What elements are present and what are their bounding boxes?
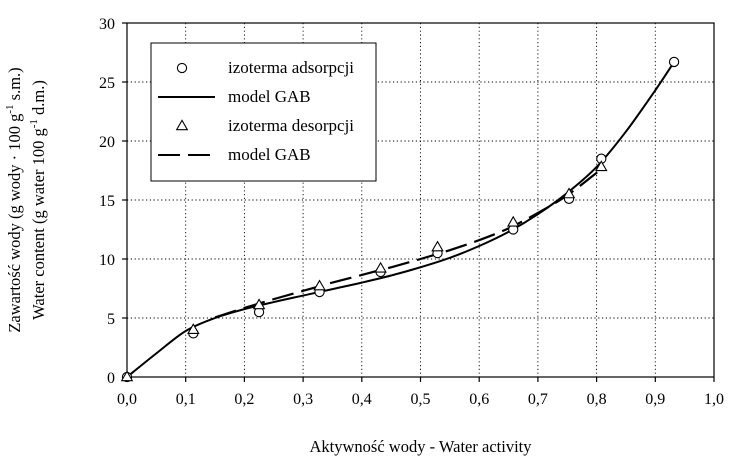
desorption-point bbox=[187, 323, 200, 334]
y-tick-label: 5 bbox=[107, 311, 115, 328]
desorption-point bbox=[431, 240, 444, 252]
legend-label: izoterma desorpcji bbox=[228, 116, 354, 135]
legend-label: model GAB bbox=[228, 87, 311, 106]
y-tick-label: 20 bbox=[99, 134, 115, 151]
y-axis-title-line-2: Water content (g water 100 g-1 d.m.) bbox=[28, 80, 48, 320]
y-tick-label: 30 bbox=[99, 16, 115, 33]
x-tick-label: 0,8 bbox=[587, 391, 607, 408]
legend-label: model GAB bbox=[228, 145, 311, 164]
desorption-point bbox=[374, 261, 387, 273]
y-axis-title-line-2-unit: d.m.) bbox=[29, 80, 48, 119]
desorption-point bbox=[252, 298, 266, 310]
y-axis-title-line-1-main: Zawartość wody (g wody · 100 g bbox=[5, 114, 24, 333]
y-axis-ticks: 0 5 10 15 20 25 30 bbox=[99, 16, 127, 387]
series-layer bbox=[120, 56, 680, 383]
desorption-point bbox=[595, 160, 608, 172]
x-tick-label: 0,4 bbox=[352, 391, 372, 408]
x-tick-label: 0,9 bbox=[645, 391, 665, 408]
desorption-point bbox=[562, 187, 576, 199]
legend-box bbox=[150, 42, 377, 182]
x-tick-label: 0,6 bbox=[469, 391, 489, 408]
legend: izoterma adsorpcji model GAB izoterma deso… bbox=[150, 42, 377, 182]
x-tick-label: 1,0 bbox=[704, 391, 724, 408]
y-tick-label: 15 bbox=[99, 193, 115, 210]
desorption-point bbox=[120, 370, 134, 382]
x-tick-label: 0,7 bbox=[528, 391, 548, 408]
series-3-line bbox=[214, 168, 604, 319]
desorption-point bbox=[313, 279, 326, 291]
x-axis-ticks: 0,0 0,1 0,2 0,3 0,4 0,5 0,6 0,7 0,8 0,9 1,0 bbox=[117, 377, 724, 408]
y-axis-title: Zawartość wody (g wody · 100 g-1 s.m.) W… bbox=[4, 67, 48, 332]
x-tick-label: 0,1 bbox=[176, 391, 196, 408]
y-axis-title-line-1-exponent: -1 bbox=[4, 104, 16, 113]
gab-model-desorption-curve bbox=[214, 168, 604, 319]
desorption-point bbox=[506, 215, 520, 227]
adsorption-point bbox=[668, 56, 680, 68]
y-axis-title-line-1: Zawartość wody (g wody · 100 g-1 s.m.) bbox=[4, 67, 24, 332]
legend-marker-triangle bbox=[175, 119, 189, 131]
x-tick-label: 0,2 bbox=[234, 391, 254, 408]
legend-label: izoterma adsorpcji bbox=[228, 58, 354, 77]
x-axis-title: Aktywność wody - Water activity bbox=[310, 437, 533, 456]
y-axis-title-line-2-exponent: -1 bbox=[28, 119, 40, 128]
x-tick-label: 0,3 bbox=[293, 391, 313, 408]
y-tick-label: 25 bbox=[99, 75, 115, 92]
y-axis-title-line-2-main: Water content (g water 100 g bbox=[29, 128, 48, 320]
x-tick-label: 0,5 bbox=[411, 391, 431, 408]
y-tick-label: 0 bbox=[107, 370, 115, 387]
x-tick-label: 0,0 bbox=[117, 391, 137, 408]
legend-items: izoterma adsorpcji model GAB izoterma deso… bbox=[158, 58, 354, 164]
y-tick-label: 10 bbox=[99, 252, 115, 269]
y-axis-title-line-1-unit: s.m.) bbox=[5, 67, 24, 104]
legend-marker-circle bbox=[176, 62, 188, 74]
series-2-points bbox=[120, 160, 608, 382]
